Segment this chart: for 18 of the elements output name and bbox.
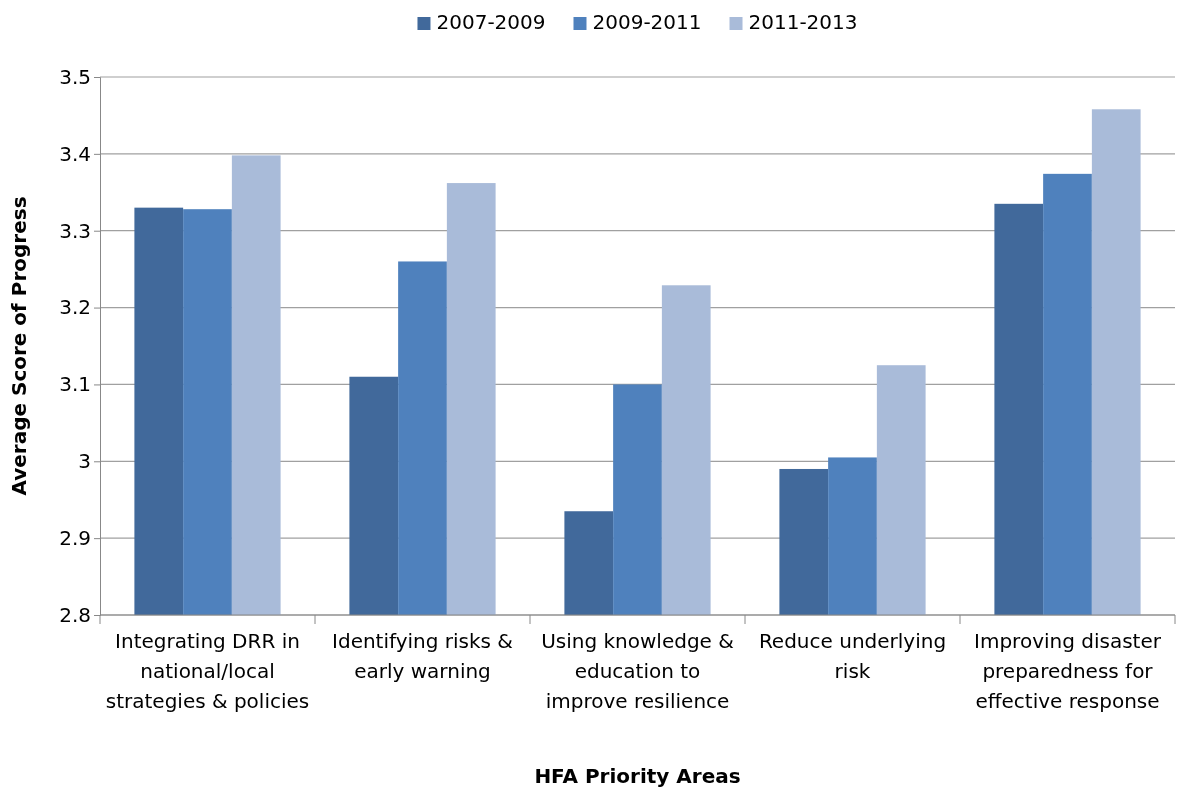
- y-tick-label: 3: [78, 449, 91, 474]
- y-tick-label: 3.4: [59, 141, 91, 166]
- y-tick-label: 3.1: [59, 372, 91, 397]
- y-axis-title: Average Score of Progress: [7, 196, 31, 496]
- x-tick-label: Improving disaster preparedness for effective response: [974, 629, 1162, 713]
- y-tick-label: 3.5: [59, 64, 91, 89]
- x-tick-label: Integrating DRR in national/local strategies & policies: [105, 629, 310, 713]
- y-tick-label: 3.3: [59, 218, 91, 243]
- y-tick-label: 2.8: [59, 602, 91, 627]
- y-tick-label: 3.2: [59, 295, 91, 320]
- x-tick-label: Reduce underlying risk: [758, 629, 947, 683]
- legend-label: 2007-2009: [436, 10, 546, 34]
- legend-label: 2011-2013: [748, 10, 858, 34]
- x-tick-label: Using knowledge & education to improve resilience: [541, 629, 734, 713]
- x-axis-title: HFA Priority Areas: [534, 764, 741, 788]
- y-tick-label: 2.9: [59, 526, 91, 551]
- x-tick-label: Identifying risks & early warning: [332, 629, 513, 683]
- legend-label: 2009-2011: [592, 10, 702, 34]
